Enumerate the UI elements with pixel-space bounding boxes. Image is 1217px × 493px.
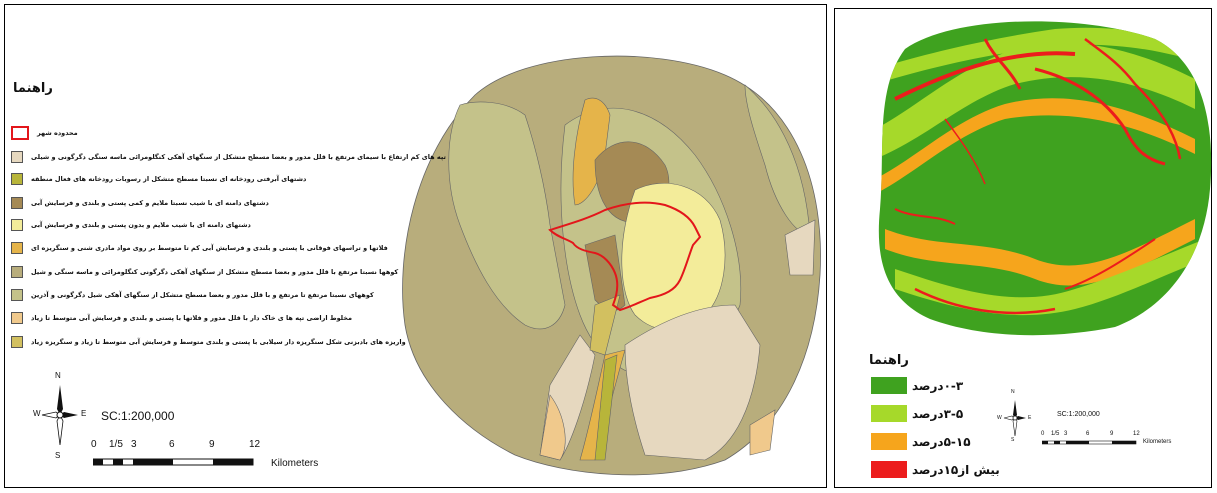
slope-map-body (878, 21, 1212, 336)
slope-swatch-3-5 (871, 405, 907, 422)
slope-west-label: W (997, 415, 1002, 421)
south-label: S (55, 451, 61, 460)
legend-label: دشتهای دامنه ای با شیب نسبتا ملایم و کمی… (31, 199, 269, 207)
slope-scale-tick-2: 3 (1064, 431, 1068, 437)
legend-swatch (11, 242, 23, 254)
legend-label: مخلوط اراضی تپه ها ی خاک دار با قلل مدور… (31, 314, 353, 322)
scale-tick-0: 0 (91, 439, 97, 450)
map-unit-lightorange-1 (539, 394, 566, 461)
slope-scale-tick-3: 6 (1086, 431, 1090, 437)
map-unit-olive-fan (589, 294, 621, 356)
west-label: W (33, 409, 41, 418)
legend-item: مخلوط اراضی تپه ها ی خاک دار با قلل مدور… (11, 311, 352, 325)
legend-swatch (11, 173, 23, 185)
legend-item: دشتهای آبرفتی رودخانه ای نسبتا مسطح متشک… (11, 172, 306, 186)
legend-swatch (11, 312, 23, 324)
scale-tick-5: 12 (249, 439, 261, 450)
map-unit-beige-right (784, 219, 816, 276)
slope-legend-item: ۳-۵درصد (871, 405, 963, 422)
legend-item: فلاتها و تراسهای فوقانی با پستی و بلندی … (11, 241, 388, 255)
legend-item: محدوده شهر (11, 126, 78, 140)
map-unit-lightorange-2 (749, 409, 776, 456)
slope-scale-tick-1: 1/5 (1051, 431, 1060, 437)
north-arrow-icon (41, 385, 78, 446)
slope-legend-item: ۰-۳درصد (871, 377, 963, 394)
scale-tick-3: 6 (169, 439, 175, 450)
legend-title: راهنما (13, 81, 53, 96)
slope-legend-title: راهنما (869, 353, 909, 368)
slope-swatch-5-15 (871, 433, 907, 450)
legend-item: کوههای نسبتا مرتفع تا مرتفع و با قلل مدو… (11, 288, 374, 302)
legend-swatch (11, 336, 23, 348)
slope-scale-tick-0: 0 (1041, 431, 1045, 437)
slope-north-label: N (1011, 389, 1015, 395)
legend-item: تپه های کم ارتفاع با سیمای مرتفع با قلل … (11, 150, 446, 164)
legend-swatch (11, 266, 23, 278)
city-boundary (548, 201, 702, 312)
slope-swatch-15-plus (871, 461, 907, 478)
east-label: E (81, 409, 87, 418)
legend-swatch (11, 197, 23, 209)
slope-legend-item: ۵-۱۵درصد (871, 433, 971, 450)
slope-scale-bar (1042, 440, 1137, 445)
scale-tick-4: 9 (209, 439, 215, 450)
north-label: N (55, 371, 61, 380)
legend-label: دشتهای آبرفتی رودخانه ای نسبتا مسطح متشک… (31, 175, 307, 183)
scale-tick-2: 3 (131, 439, 137, 450)
slope-scale-text: SC:1:200,000 (1057, 411, 1100, 418)
legend-item: دشتهای دامنه ای با شیب نسبتا ملایم و کمی… (11, 196, 269, 210)
geomorphology-map-frame: راهنما محدوده شهر تپه های کم ارتفاع با سی… (4, 4, 827, 488)
slope-map-frame: راهنما ۰-۳درصد ۳-۵درصد ۵-۱۵درصد بیش از۱۵… (834, 8, 1212, 488)
legend-label: محدوده شهر (37, 129, 78, 137)
slope-map (878, 21, 1212, 336)
slope-scale-unit: Kilometers (1143, 439, 1172, 445)
legend-item: کوهها نسبتا مرتفع با قلل مدور و بعضا مسط… (11, 265, 398, 279)
map-unit-orange-plateau (572, 97, 611, 206)
map-unit-olive-strip (594, 354, 618, 461)
slope-scale-tick-4: 9 (1110, 431, 1114, 437)
scale-unit: Kilometers (271, 458, 319, 469)
map-unit-beige-hills (624, 304, 761, 461)
legend-label: تپه های کم ارتفاع با سیمای مرتفع با قلل … (31, 153, 446, 161)
legend-label: فلاتها و تراسهای فوقانی با پستی و بلندی … (31, 244, 388, 252)
legend-label: کوهها نسبتا مرتفع با قلل مدور و بعضا مسط… (31, 268, 399, 276)
legend-swatch (11, 289, 23, 301)
map-unit-pale-band (448, 101, 566, 330)
legend-swatch (11, 219, 23, 231)
legend-label: واریزه های بادبزنی شکل سنگریزه دار سیلاب… (31, 338, 406, 346)
map-unit-right-band (744, 84, 811, 236)
scale-tick-1: 1/5 (109, 439, 123, 450)
slope-south-label: S (1011, 437, 1015, 443)
slope-east-label: E (1028, 415, 1032, 421)
legend-label: کوههای نسبتا مرتفع تا مرتفع و با قلل مدو… (31, 291, 374, 299)
slope-swatch-0-3 (871, 377, 907, 394)
legend-item: دشتهای دامنه ای با شیب ملایم و بدون پستی… (11, 218, 251, 232)
legend-swatch (11, 151, 23, 163)
scale-bar (93, 458, 254, 466)
geomorphology-map (402, 55, 821, 476)
slope-north-arrow-icon (1003, 400, 1026, 437)
legend-swatch (11, 126, 29, 140)
slope-scale-tick-5: 12 (1133, 431, 1140, 437)
legend-label: دشتهای دامنه ای با شیب ملایم و بدون پستی… (31, 221, 251, 229)
legend-item: واریزه های بادبزنی شکل سنگریزه دار سیلاب… (11, 335, 406, 349)
scale-text: SC:1:200,000 (101, 409, 175, 423)
slope-legend-item: بیش از۱۵درصد (871, 461, 1000, 478)
